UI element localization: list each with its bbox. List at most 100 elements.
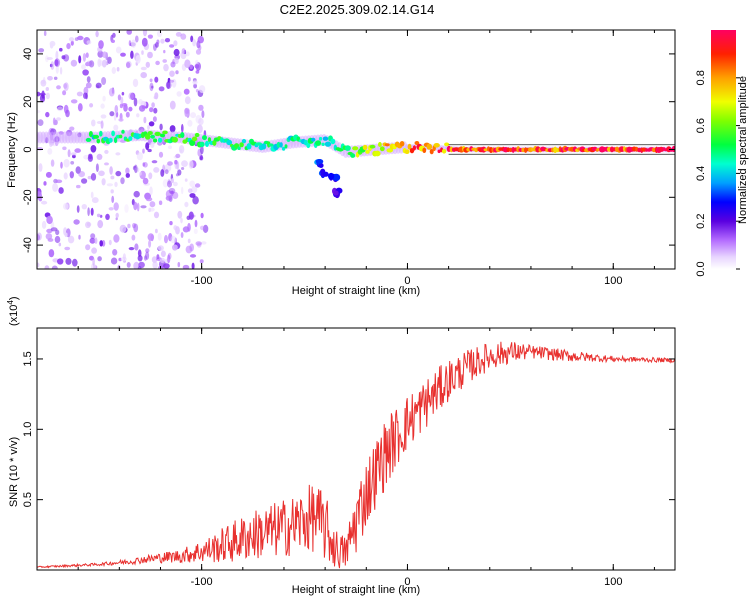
noise-blob	[113, 112, 117, 121]
noise-blob	[197, 124, 203, 134]
noise-blob	[68, 37, 75, 42]
noise-blob	[97, 58, 102, 68]
noise-blob	[158, 86, 165, 92]
noise-blob	[110, 257, 118, 265]
noise-blob	[120, 96, 124, 105]
branch-mark	[333, 190, 339, 196]
noise-blob	[88, 60, 95, 68]
noise-blob	[56, 85, 61, 90]
noise-blob	[96, 153, 103, 160]
noise-blob	[101, 77, 107, 85]
ridge-mark	[350, 153, 356, 158]
ridge-mark	[154, 131, 161, 137]
noise-blob	[174, 57, 179, 65]
noise-blob	[67, 235, 75, 244]
noise-blob	[192, 196, 199, 205]
noise-blob	[107, 56, 112, 64]
noise-blob	[45, 111, 50, 118]
spectrogram-panel: -100 0 100 -40 -20 0 20 40 Height of straight l…	[6, 29, 676, 297]
noise-blob	[188, 77, 191, 82]
noise-blob	[149, 201, 156, 208]
noise-blob	[111, 67, 117, 74]
ridge-mark	[321, 142, 325, 146]
noise-blob	[76, 91, 83, 97]
noise-blob	[145, 197, 153, 202]
noise-blob	[128, 106, 133, 112]
noise-blob	[189, 193, 196, 198]
noise-blob	[187, 222, 191, 232]
noise-blob	[141, 50, 144, 55]
noise-blob	[173, 181, 178, 187]
colorbar-tick-label: 0.0	[695, 261, 707, 276]
noise-blob	[176, 91, 182, 97]
noise-blob	[157, 245, 164, 251]
ridge-mark	[311, 137, 316, 142]
ridge-mark	[399, 141, 405, 147]
x-tick-label: -100	[191, 576, 213, 588]
snr-series-line	[37, 341, 675, 569]
noise-blob	[137, 266, 142, 269]
noise-blob	[125, 173, 130, 178]
noise-blob	[115, 46, 122, 54]
noise-blob	[83, 92, 88, 99]
noise-blob	[136, 152, 143, 161]
y-tick-label: 0.5	[22, 492, 34, 507]
ridge-mark	[344, 145, 351, 151]
noise-blob	[37, 262, 40, 268]
noise-blob	[167, 254, 171, 264]
noise-blob	[142, 177, 149, 185]
noise-blob	[115, 212, 119, 218]
noise-blob	[102, 95, 106, 102]
y-tick-label: -40	[22, 237, 34, 253]
noise-blob	[175, 70, 179, 75]
noise-blob	[39, 94, 46, 103]
ridge-mark	[324, 141, 332, 147]
noise-blob	[45, 171, 52, 178]
noise-blob	[149, 78, 153, 83]
noise-blob	[48, 249, 55, 258]
ridge-mark	[199, 141, 205, 147]
ridge-mark	[159, 133, 166, 138]
branch-mark	[315, 159, 324, 164]
ridge-mark	[444, 142, 450, 147]
noise-blob	[163, 63, 169, 72]
snr-frame	[36, 327, 676, 571]
noise-blob	[97, 256, 102, 262]
noise-blob	[150, 141, 155, 148]
noise-blob	[81, 204, 88, 210]
noise-blob	[181, 167, 185, 170]
noise-blob	[54, 235, 61, 244]
y-tick-label: 0	[22, 146, 34, 152]
noise-blob	[121, 91, 125, 96]
noise-blob	[148, 239, 152, 248]
noise-blob	[45, 55, 49, 63]
ridge-mark	[88, 131, 93, 138]
noise-blob	[163, 263, 170, 269]
noise-blob	[113, 202, 119, 211]
ridge-mark	[180, 132, 185, 138]
noise-blob	[159, 257, 166, 264]
ridge-mark	[352, 146, 359, 151]
noise-blob	[50, 227, 58, 232]
noise-blob	[135, 35, 139, 43]
noise-blob	[91, 247, 97, 254]
noise-blob	[50, 159, 55, 167]
noise-blob	[76, 205, 80, 213]
noise-blob	[193, 83, 198, 89]
noise-blob	[59, 67, 63, 75]
noise-blob	[104, 149, 109, 154]
ridge-mark	[118, 134, 123, 139]
colorbar-tick-label: 0.2	[695, 214, 707, 229]
noise-blob	[151, 102, 155, 108]
noise-blob	[46, 57, 53, 60]
noise-blob	[47, 238, 54, 242]
snr-multiplier-base: (x10	[8, 305, 20, 326]
noise-blob	[133, 223, 139, 233]
noise-blob	[85, 82, 92, 89]
noise-blob	[156, 254, 160, 260]
noise-blob	[91, 119, 96, 127]
noise-blob	[43, 76, 46, 84]
noise-blob	[143, 162, 148, 168]
noise-blob	[55, 65, 59, 74]
ridge-mark	[239, 142, 244, 148]
